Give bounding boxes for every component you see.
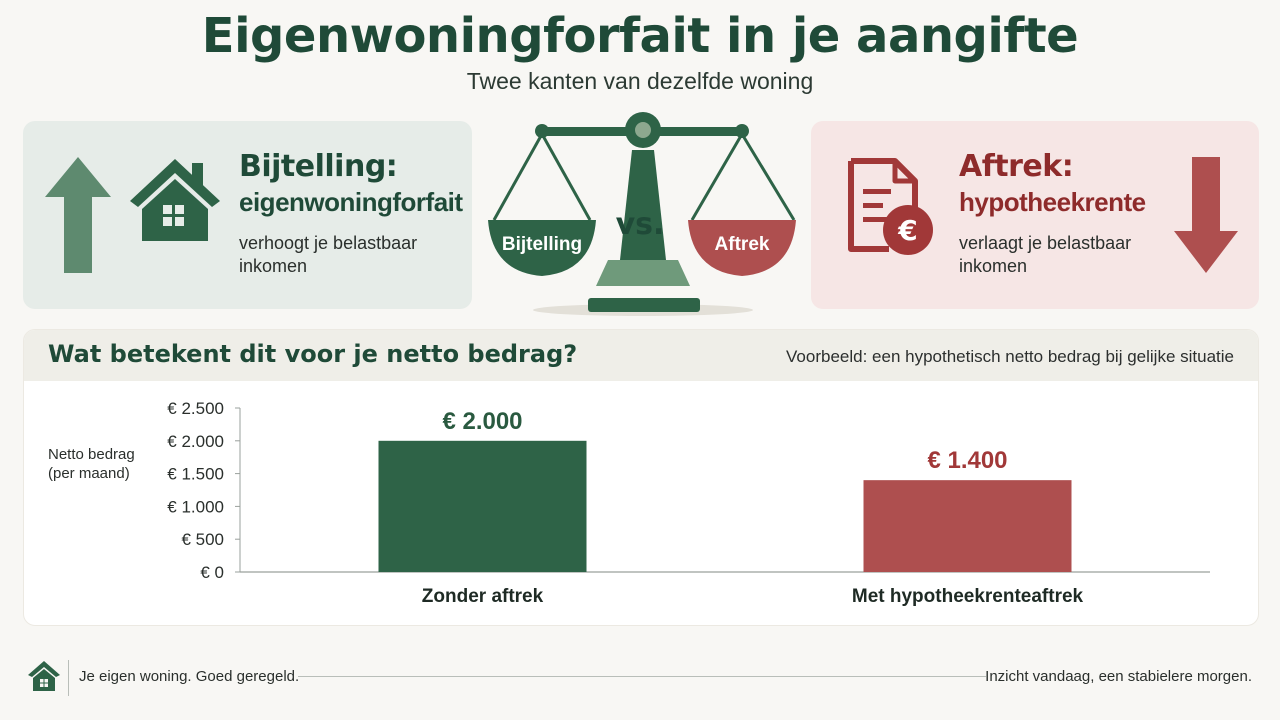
chart-header	[24, 330, 1258, 381]
x-category-label: Zonder aftrek	[422, 586, 544, 607]
page-subtitle: Twee kanten van dezelfde woning	[466, 68, 814, 94]
y-tick-label: € 2.500	[167, 399, 224, 418]
chart-card: Wat betekent dit voor je netto bedrag? V…	[23, 329, 1259, 626]
panel-bijtelling: Bijtelling: eigenwoningforfait verhoogt …	[23, 121, 472, 309]
bijtelling-subtitle: eigenwoningforfait	[239, 187, 463, 217]
footer-line	[298, 676, 986, 677]
bijtelling-description: verhoogt je belastbaar inkomen	[239, 233, 418, 276]
panel-aftrek: € Aftrek: hypotheekrente verlaagt je bel…	[811, 121, 1259, 309]
arrow-up-icon	[45, 157, 111, 273]
footer-tagline: Je eigen woning. Goed geregeld.	[79, 668, 300, 685]
y-tick-label: € 1.000	[167, 497, 224, 516]
y-tick-label: € 2.000	[167, 432, 224, 451]
chart-title: Wat betekent dit voor je netto bedrag?	[48, 340, 578, 368]
y-axis-label-unit: (per maand)	[48, 465, 130, 482]
scale-left-label: Bijtelling	[502, 234, 582, 255]
document-euro-icon: €	[848, 158, 933, 255]
house-icon	[130, 159, 220, 241]
aftrek-subtitle: hypotheekrente	[959, 187, 1146, 217]
y-tick-label: € 0	[200, 563, 224, 582]
balance-scale-icon: Bijtelling Aftrek vs.	[480, 110, 810, 320]
footer-slogan: Inzicht vandaag, een stabielere morgen.	[985, 668, 1252, 685]
y-tick-label: € 500	[181, 530, 224, 549]
x-category-label: Met hypotheekrenteaftrek	[852, 586, 1084, 607]
bar-chart: € 0 € 500 € 1.000 € 1.500 € 2.000 € 2.500 Nett…	[48, 399, 1210, 607]
footer: Je eigen woning. Goed geregeld. Inzicht …	[0, 650, 1280, 710]
chart-note: Voorbeeld: een hypothetisch netto bedrag…	[786, 347, 1234, 366]
bijtelling-title: Bijtelling:	[239, 149, 398, 184]
scale-vs-label: vs.	[616, 207, 665, 242]
bar-value-label: € 2.000	[442, 408, 522, 435]
aftrek-description: verlaagt je belastbaar inkomen	[959, 233, 1132, 276]
aftrek-title: Aftrek:	[959, 149, 1074, 184]
footer-divider	[68, 660, 69, 696]
house-icon	[28, 661, 60, 691]
scale-right-label: Aftrek	[715, 234, 770, 255]
bar-1	[378, 440, 587, 572]
y-tick-label: € 1.500	[167, 465, 224, 484]
page-title: Eigenwoningforfait in je aangifte	[201, 8, 1079, 64]
bar-2	[863, 480, 1072, 572]
svg-text:€: €	[897, 214, 917, 247]
arrow-down-icon	[1174, 157, 1238, 273]
bar-value-label: € 1.400	[927, 447, 1007, 474]
y-axis-label: Netto bedrag	[48, 446, 135, 463]
